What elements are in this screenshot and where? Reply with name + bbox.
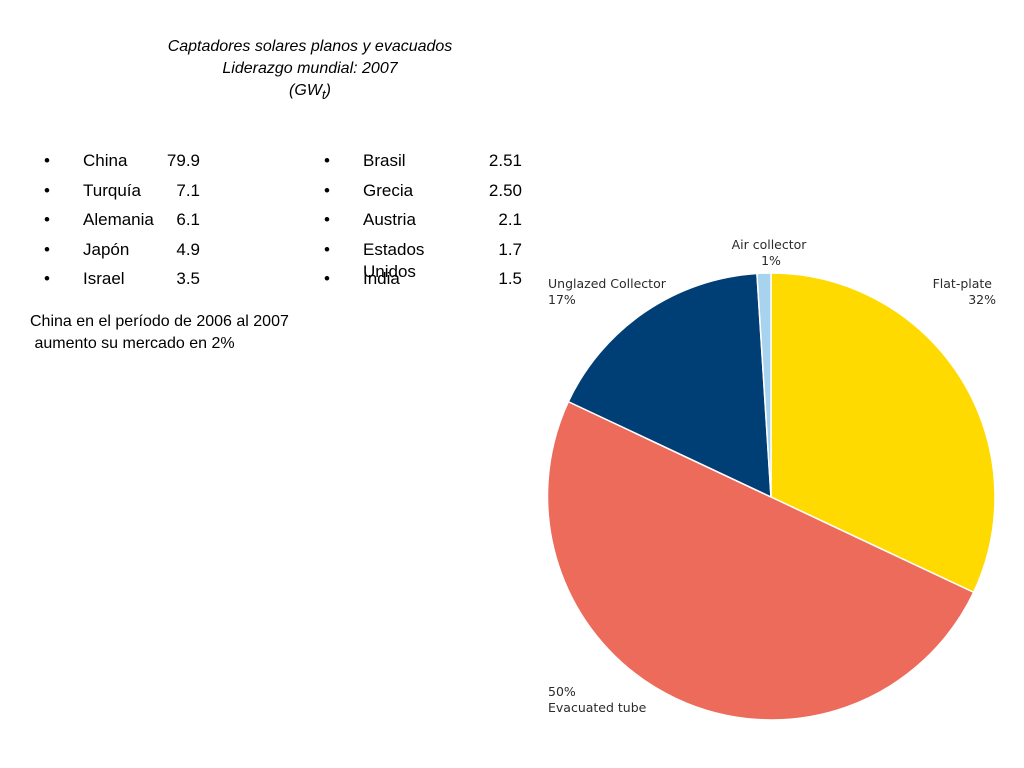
slice-label-unglazed-collector: Unglazed Collector 17%	[548, 276, 670, 307]
pie-slice-evacuated-tube	[546, 400, 975, 721]
country-name: China	[83, 151, 128, 170]
china-growth-note: China en el período de 2006 al 2007 aume…	[30, 311, 360, 355]
bullet-icon: •	[324, 180, 330, 200]
pie-slice-unglazed-collector	[567, 272, 772, 499]
country-value: 3.5	[176, 269, 200, 288]
slice-label-air-collector: Air collector 1%	[732, 237, 811, 268]
bullet-icon: •	[44, 180, 50, 200]
country-value: 1.5	[498, 269, 522, 288]
slice-label-evacuated-tube: 50% Evacuated tube	[548, 684, 647, 715]
country-name: Turquía	[83, 180, 141, 200]
country-value: 6.1	[176, 210, 200, 229]
country-value: 79.9	[166, 151, 200, 170]
country-value: 1.7	[498, 239, 522, 259]
slide-title: Captadores solares planos y evacuados Li…	[110, 36, 510, 106]
country-value: 7.1	[176, 180, 200, 200]
country-value: 2.50	[488, 180, 522, 200]
bullet-icon: •	[44, 269, 50, 288]
pie-slices	[546, 272, 996, 721]
country-name: Austria	[363, 210, 416, 229]
country-name: Japón	[83, 239, 130, 259]
bullet-icon: •	[324, 210, 330, 229]
bullet-icon: •	[44, 239, 50, 259]
country-name: India	[363, 269, 400, 288]
title-line-2: Liderazgo mundial: 2007	[222, 60, 398, 77]
pie-slice-air-collector	[756, 272, 772, 498]
bullet-icon: •	[324, 269, 330, 288]
pie-slice-flat-plate	[770, 272, 996, 594]
country-name: Estados Unidos	[363, 239, 425, 281]
unit-close: )	[325, 82, 331, 99]
slice-label-flat-plate: Flat-plate 32%	[933, 276, 996, 307]
country-value: 2.1	[498, 210, 522, 229]
bullet-icon: •	[44, 210, 50, 229]
unit-open: (GW	[289, 82, 322, 99]
country-name: Alemania	[83, 210, 154, 229]
title-unit: (GWt)	[110, 80, 510, 106]
note-line-2: aumento su mercado en 2%	[30, 335, 235, 352]
title-line-1: Captadores solares planos y evacuados	[167, 38, 453, 55]
note-line-1: China en el período de 2006 al 2007	[30, 313, 289, 330]
bullet-icon: •	[324, 151, 330, 170]
country-value: 4.9	[176, 239, 200, 259]
country-name: Grecia	[363, 180, 414, 200]
bullet-icon: •	[324, 239, 330, 259]
unit-subscript: t	[321, 87, 326, 103]
country-value: 2.51	[488, 151, 522, 170]
bullet-icon: •	[44, 151, 50, 170]
country-name: Brasil	[363, 151, 406, 170]
country-name: Israel	[83, 269, 125, 288]
